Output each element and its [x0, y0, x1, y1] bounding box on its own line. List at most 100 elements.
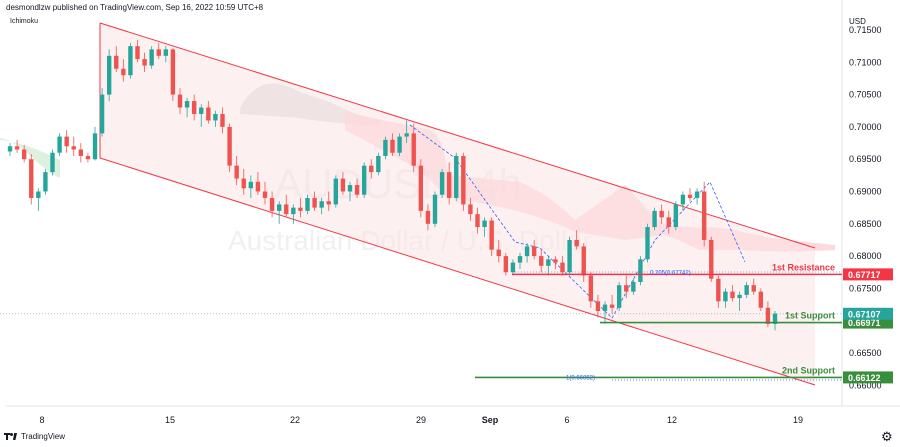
candle [616, 281, 622, 312]
candle-body [241, 178, 246, 189]
descending-channel-fill [100, 23, 815, 385]
candle-body [602, 304, 608, 312]
candle-body [694, 191, 700, 198]
candle [638, 256, 643, 286]
candle [751, 278, 756, 295]
candle [50, 149, 55, 176]
candle-body [78, 149, 84, 156]
candle-body [184, 101, 190, 108]
candle-body [14, 146, 20, 150]
candle [255, 172, 261, 195]
candle [475, 207, 480, 234]
candle-body [106, 55, 112, 95]
candle [199, 104, 204, 127]
settings-gear-icon[interactable]: ⚙ [881, 429, 893, 444]
candle [602, 301, 608, 324]
candle [737, 291, 742, 312]
tradingview-brand: TradingView [21, 432, 66, 441]
candle-body [673, 204, 679, 228]
candle [524, 243, 530, 263]
candle [425, 204, 431, 231]
candle-body [446, 172, 452, 198]
candle-body [156, 49, 161, 56]
indicator-legend[interactable]: Ichimoku [10, 18, 39, 25]
candle [347, 181, 353, 202]
candle [503, 252, 509, 276]
candle-body [666, 217, 671, 228]
candle [57, 133, 62, 156]
candle-body [36, 191, 41, 198]
price-tick-label: 0.71000 [849, 57, 882, 67]
candle [142, 52, 147, 72]
candle-body [709, 239, 714, 279]
price-tick-label: 0.70500 [849, 90, 882, 100]
candle-body [191, 101, 197, 114]
tradingview-logo[interactable]: TradingView [4, 432, 65, 441]
candle [135, 39, 140, 63]
candle-body [567, 239, 572, 273]
candle-body [276, 204, 282, 211]
candle [206, 101, 211, 124]
price-tag-last [843, 307, 893, 320]
candle [404, 120, 409, 144]
candle [36, 188, 41, 211]
candle-body [454, 155, 459, 198]
candle-body [560, 262, 565, 273]
candle [262, 181, 268, 205]
candle-body [546, 259, 551, 266]
candle [383, 136, 388, 160]
level-label-1st-resistance: 1st Resistance [772, 262, 835, 272]
candle-body [397, 136, 402, 153]
time-tick-label: 8 [39, 415, 44, 425]
candle-body [411, 133, 416, 166]
candle [326, 191, 331, 211]
candle [78, 143, 84, 163]
candle [291, 204, 296, 224]
price-tag-2nd-support [843, 371, 893, 384]
price-tick-label: 0.67500 [849, 283, 882, 293]
candle-body [517, 256, 523, 263]
candle-body [439, 172, 445, 195]
candle-body [581, 246, 586, 276]
candle-body [354, 185, 360, 195]
candle-body [64, 136, 69, 147]
fibonacci-label: 1(0.66052) [566, 376, 595, 382]
candle-body [680, 194, 686, 205]
candle-body [539, 256, 544, 266]
candle-body [50, 152, 55, 173]
candle-body [128, 46, 133, 76]
candle [191, 94, 197, 121]
candle-body [758, 291, 764, 308]
candle [560, 256, 565, 276]
candle [64, 130, 69, 153]
candle-body [21, 149, 27, 160]
candle-body [248, 181, 254, 189]
candle-body [553, 259, 558, 263]
candle [163, 46, 169, 63]
candle [411, 123, 416, 173]
candle [730, 285, 735, 302]
candle-body [319, 201, 324, 208]
candle [432, 191, 438, 228]
candle-body [730, 291, 735, 299]
candle [468, 197, 473, 221]
candle [624, 275, 629, 299]
candle-body [595, 301, 601, 312]
candle [716, 275, 721, 308]
candle [92, 126, 98, 161]
candle [659, 204, 664, 224]
candle [227, 123, 232, 173]
candle [758, 288, 764, 312]
candle [71, 136, 76, 156]
level-label-2nd-support: 2nd Support [782, 365, 835, 375]
candle [673, 201, 679, 231]
candle [319, 197, 324, 215]
candle [177, 88, 183, 114]
candle [29, 154, 34, 205]
candle-body [432, 194, 438, 224]
price-tick-label: 0.66000 [849, 380, 882, 390]
candle [723, 288, 728, 308]
candle [581, 243, 586, 282]
candle [361, 162, 367, 198]
